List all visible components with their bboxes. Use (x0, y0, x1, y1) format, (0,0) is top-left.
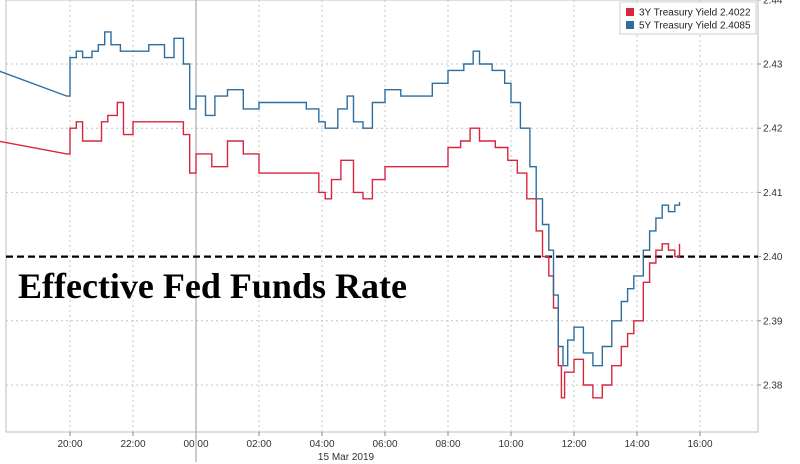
legend-box (619, 1, 757, 35)
legend-entry: 5Y Treasury Yield 2.4085 (639, 21, 751, 32)
x-tick-label: 12:00 (561, 439, 586, 450)
x-tick-label: 20:00 (57, 439, 82, 450)
y-tick-label: 2.44 (763, 0, 783, 6)
legend-entry: 3Y Treasury Yield 2.4022 (639, 8, 751, 19)
reference-line-label: Effective Fed Funds Rate (18, 266, 407, 306)
x-tick-label: 16:00 (687, 439, 712, 450)
x-tick-label: 02:00 (246, 439, 271, 450)
y-tick-label: 2.38 (763, 381, 783, 392)
x-tick-label: 08:00 (435, 439, 460, 450)
series-line-3y (0, 101, 681, 399)
x-tick-label: 14:00 (624, 439, 649, 450)
x-tick-label: 22:00 (120, 439, 145, 450)
y-tick-label: 2.42 (763, 124, 783, 135)
plot-area (5, 0, 759, 433)
date-label: 15 Mar 2019 (318, 452, 375, 463)
y-tick-label: 2.41 (763, 188, 783, 199)
x-tick-label: 10:00 (498, 439, 523, 450)
y-tick-label: 2.43 (763, 60, 783, 71)
legend: 3Y Treasury Yield 2.4022 5Y Treasury Yiel… (619, 1, 757, 35)
x-tick-label: 06:00 (372, 439, 397, 450)
x-tick-label: 04:00 (309, 439, 334, 450)
legend-swatch (626, 8, 634, 16)
y-tick-label: 2.40 (763, 252, 783, 263)
y-tick-label: 2.39 (763, 316, 783, 327)
legend-swatch (626, 21, 634, 29)
series-line-5y (0, 31, 681, 367)
